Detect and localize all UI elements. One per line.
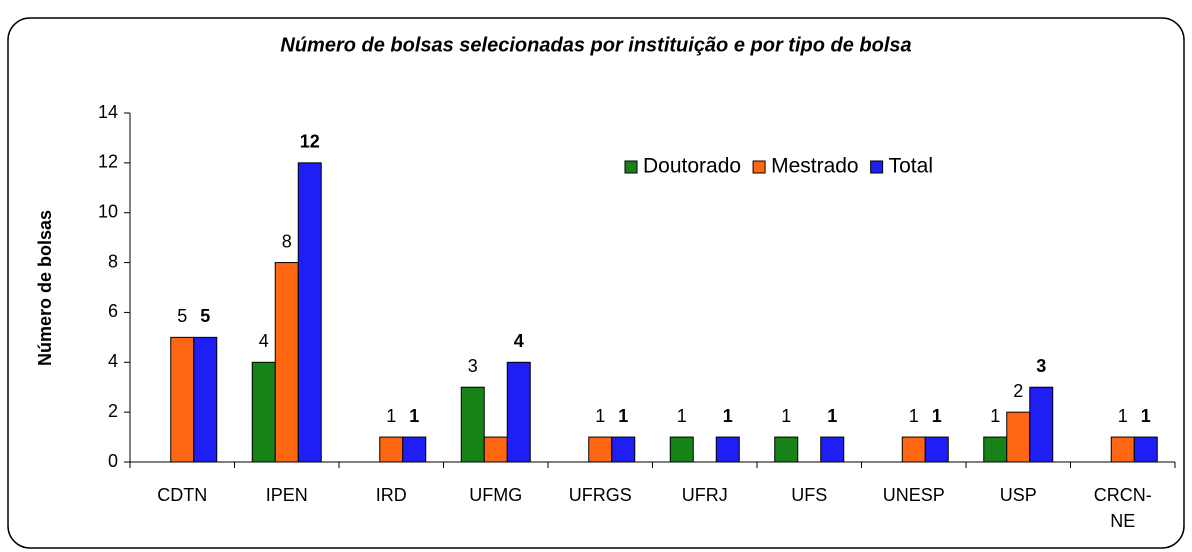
data-label: 4 bbox=[259, 331, 269, 351]
legend-label: Mestrado bbox=[771, 155, 859, 178]
bar bbox=[460, 386, 485, 463]
data-label: 1 bbox=[595, 406, 605, 426]
x-tick-label: UFMG bbox=[469, 485, 523, 505]
y-tick-label: 14 bbox=[98, 102, 118, 122]
bar bbox=[669, 436, 694, 463]
data-label: 8 bbox=[282, 231, 292, 251]
data-label: 1 bbox=[386, 406, 396, 426]
legend-label: Doutorado bbox=[643, 155, 741, 178]
legend-label: Total bbox=[889, 155, 933, 178]
bar bbox=[170, 336, 195, 463]
bar bbox=[983, 436, 1008, 463]
x-tick-label: IRD bbox=[375, 485, 407, 505]
data-label: 1 bbox=[990, 406, 1000, 426]
data-label: 3 bbox=[1036, 356, 1046, 376]
data-label: 1 bbox=[1118, 406, 1128, 426]
bar bbox=[1133, 436, 1158, 463]
data-label: 12 bbox=[300, 132, 320, 152]
bar bbox=[379, 436, 404, 463]
x-tick-label: UNESP bbox=[882, 485, 945, 505]
bar bbox=[251, 361, 276, 463]
legend-swatch bbox=[624, 160, 638, 174]
bar bbox=[774, 436, 799, 463]
y-tick-label: 8 bbox=[108, 251, 118, 271]
bar bbox=[588, 436, 613, 463]
x-tick-label: IPEN bbox=[265, 485, 308, 505]
legend-swatch bbox=[752, 160, 766, 174]
frame bbox=[7, 17, 1185, 549]
y-tick-label: 6 bbox=[108, 301, 118, 321]
data-label: 1 bbox=[781, 406, 791, 426]
y-tick-label: 0 bbox=[108, 451, 118, 471]
bar bbox=[924, 436, 949, 463]
y-tick-label: 12 bbox=[98, 152, 118, 172]
bar bbox=[1029, 386, 1054, 463]
bar bbox=[274, 262, 299, 463]
bar bbox=[715, 436, 740, 463]
y-tick-label: 10 bbox=[98, 201, 118, 221]
data-label: 2 bbox=[1013, 381, 1023, 401]
bar bbox=[193, 336, 218, 463]
x-tick-label: CDTN bbox=[157, 485, 208, 505]
data-label: 1 bbox=[827, 406, 837, 426]
bar bbox=[1006, 411, 1031, 463]
legend-swatch bbox=[870, 160, 884, 174]
bar bbox=[483, 436, 508, 463]
y-tick-label: 4 bbox=[108, 351, 118, 371]
chart-title: Número de bolsas selecionadas por instit… bbox=[280, 34, 911, 56]
data-label: 5 bbox=[177, 306, 187, 326]
data-label: 4 bbox=[514, 331, 524, 351]
bar bbox=[506, 361, 531, 463]
data-label: 5 bbox=[200, 306, 210, 326]
bar bbox=[901, 436, 926, 463]
bar bbox=[297, 162, 322, 463]
x-tick-label: UFRGS bbox=[568, 485, 632, 505]
data-label: 1 bbox=[618, 406, 628, 426]
bar bbox=[402, 436, 427, 463]
x-tick-label: UFS bbox=[791, 485, 828, 505]
data-label: 1 bbox=[723, 406, 733, 426]
x-tick-label: UFRJ bbox=[681, 485, 728, 505]
data-label: 3 bbox=[468, 356, 478, 376]
data-label: 1 bbox=[677, 406, 687, 426]
data-label: 1 bbox=[409, 406, 419, 426]
x-tick-label: USP bbox=[999, 485, 1037, 505]
data-label: 1 bbox=[909, 406, 919, 426]
bar bbox=[1110, 436, 1135, 463]
data-label: 1 bbox=[932, 406, 942, 426]
bar bbox=[820, 436, 845, 463]
x-tick-label: CRCN-NE bbox=[1093, 485, 1152, 531]
bar bbox=[611, 436, 636, 463]
y-axis-label: Número de bolsas bbox=[35, 210, 55, 366]
data-label: 1 bbox=[1141, 406, 1151, 426]
y-tick-label: 2 bbox=[108, 401, 118, 421]
